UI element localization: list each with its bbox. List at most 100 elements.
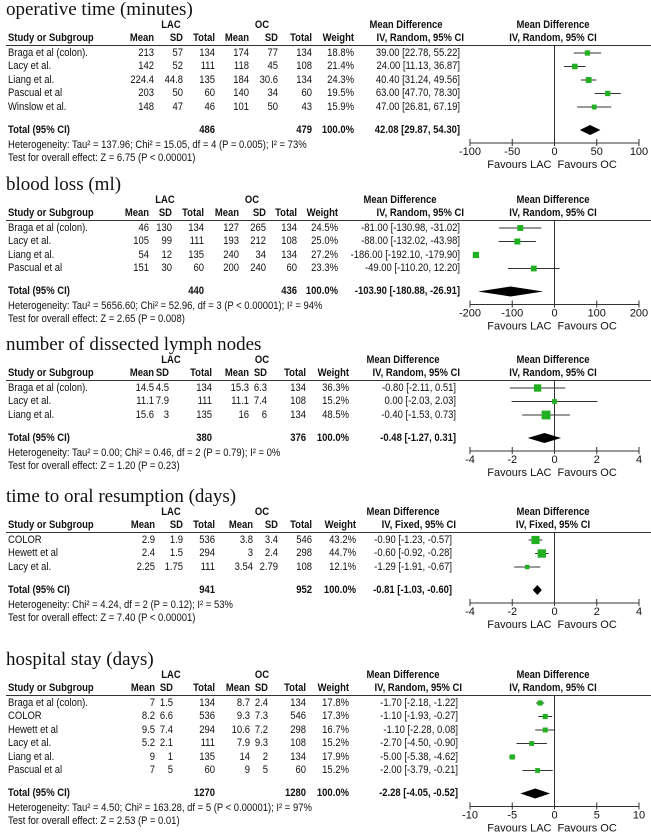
cell-oc-sd: 6.3 <box>253 381 267 394</box>
header-divider <box>6 45 651 46</box>
cell-oc-total: 60 <box>301 87 312 99</box>
cell-oc-total: 134 <box>296 46 312 59</box>
col-header-mean: Mean <box>224 366 249 379</box>
col-header-mean: Mean <box>130 518 155 531</box>
x-tick-label: -2 <box>507 454 517 466</box>
favours-left-label: Favours LAC <box>487 467 551 479</box>
cell-lac-total: 294 <box>199 723 215 736</box>
col-header-sd: SD <box>169 31 183 44</box>
col-header-weight: Weight <box>322 31 354 44</box>
col-header-sd: SD <box>155 366 169 379</box>
total-oc: 376 <box>290 431 306 444</box>
col-header-sd: SD <box>159 681 173 694</box>
x-tick-label: 0 <box>551 146 557 158</box>
cell-ci-text: -5.00 [-5.38, -4.62] <box>380 750 458 763</box>
forest-plot: -100 -50 0 50 100 Favours LAC Favours OC <box>459 45 648 171</box>
cell-oc-sd: 7.4 <box>253 395 267 407</box>
favours-right-label: Favours OC <box>558 321 617 333</box>
study-marker <box>571 63 578 70</box>
favours-right-label: Favours OC <box>558 467 617 479</box>
cell-lac-sd: 1 <box>167 750 173 763</box>
col-header-sd: SD <box>264 518 278 531</box>
cell-oc-total: 134 <box>281 248 297 261</box>
total-diamond <box>520 788 551 799</box>
heterogeneity-text: Heterogeneity: Chi² = 4.24, df = 2 (P = … <box>8 598 233 611</box>
cell-lac-mean: 15.6 <box>135 408 154 421</box>
cell-lac-mean: 142 <box>138 60 154 72</box>
total-label: Total (95% CI) <box>8 787 70 799</box>
plot-md-header: Mean Difference <box>516 505 590 518</box>
cell-lac-sd: 7.9 <box>155 395 169 407</box>
cell-oc-sd: 50 <box>267 100 278 113</box>
study-name: Braga et al (colon). <box>8 221 88 234</box>
cell-lac-total: 111 <box>189 235 204 247</box>
cell-oc-sd: 240 <box>250 262 266 274</box>
panel-title: operative time (minutes) <box>6 0 193 20</box>
cell-lac-sd: 52 <box>172 60 183 72</box>
study-name: Braga et al (colon). <box>8 696 88 709</box>
total-label: Total (95% CI) <box>8 285 70 297</box>
plot-method-header: IV, Random, 95% CI <box>509 206 597 219</box>
cell-oc-total: 546 <box>290 710 306 722</box>
cell-oc-mean: 193 <box>223 235 239 247</box>
col-header-mean: Mean <box>124 206 149 219</box>
cell-oc-mean: 14 <box>239 750 250 763</box>
total-weight: 100.0% <box>305 285 338 297</box>
cell-weight: 21.4% <box>327 60 354 72</box>
total-diamond <box>478 286 544 297</box>
plot-method-header: IV, Fixed, 95% CI <box>515 518 591 531</box>
cell-lac-mean: 105 <box>133 235 149 247</box>
cell-oc-mean: 3.54 <box>234 560 253 573</box>
panel-title: hospital stay (days) <box>6 649 154 670</box>
study-name: COLOR <box>8 710 42 722</box>
cell-oc-sd: 2.4 <box>254 696 268 709</box>
study-name: Pascual et al <box>8 764 63 776</box>
col-header-total: Total <box>193 31 215 44</box>
x-tick-label: 2 <box>594 454 600 466</box>
col-header-method: IV, Random, 95% CI <box>376 31 464 44</box>
cell-lac-mean: 9 <box>149 750 155 763</box>
header-divider <box>6 220 651 221</box>
x-tick-label: -2 <box>507 606 517 618</box>
col-header-mean: Mean <box>214 206 239 219</box>
cell-lac-sd: 1.9 <box>169 533 183 546</box>
overall-effect-text: Test for overall effect: Z = 6.75 (P < 0… <box>8 151 196 164</box>
overall-effect-text: Test for overall effect: Z = 2.53 (P = 0… <box>8 815 180 827</box>
forest-plot: -10 -5 0 5 10 Favours LAC Favours OC <box>462 695 645 835</box>
cell-ci-text: -0.40 [-1.53, 0.73] <box>381 408 456 421</box>
cell-weight: 17.3% <box>322 710 349 722</box>
col-header-sd: SD <box>254 681 268 694</box>
heterogeneity-text: Heterogeneity: Tau² = 0.00; Chi² = 0.46,… <box>8 446 281 459</box>
cell-oc-total: 134 <box>290 696 306 709</box>
col-header-weight: Weight <box>317 366 349 379</box>
cell-oc-mean: 16 <box>238 408 249 421</box>
cell-weight: 23.3% <box>311 262 338 274</box>
col-header-total: Total <box>284 681 306 694</box>
study-marker <box>533 384 542 392</box>
cell-lac-sd: 5 <box>167 764 173 776</box>
cell-oc-mean: 9 <box>244 764 250 776</box>
col-header-mean: Mean <box>129 31 154 44</box>
cell-lac-total: 134 <box>196 381 212 394</box>
favours-left-label: Favours LAC <box>487 159 551 171</box>
cell-ci-text: -2.00 [-3.79, -0.21] <box>380 764 458 776</box>
cell-ci-text: -49.00 [-110.20, 12.20] <box>364 262 460 274</box>
cell-weight: 36.3% <box>322 381 349 394</box>
cell-lac-mean: 2.4 <box>141 547 155 559</box>
cell-ci-text: -1.29 [-1.91, -0.67] <box>374 560 452 573</box>
col-header-method: IV, Random, 95% CI <box>376 206 464 219</box>
cell-lac-total: 60 <box>204 764 215 776</box>
group-header-oc: OC <box>254 18 270 31</box>
cell-oc-sd: 2 <box>262 750 268 763</box>
plot-md-header: Mean Difference <box>516 353 590 366</box>
md-header: Mean Difference <box>366 668 440 681</box>
study-marker <box>537 700 543 706</box>
cell-oc-sd: 3.4 <box>264 533 278 546</box>
cell-oc-mean: 15.3 <box>230 381 249 394</box>
study-name: Braga et al (colon). <box>8 381 88 394</box>
study-name: Winslow et al. <box>8 100 67 113</box>
total-lac: 486 <box>199 123 215 136</box>
cell-lac-sd: 44.8 <box>164 73 183 86</box>
cell-oc-total: 298 <box>296 547 312 559</box>
